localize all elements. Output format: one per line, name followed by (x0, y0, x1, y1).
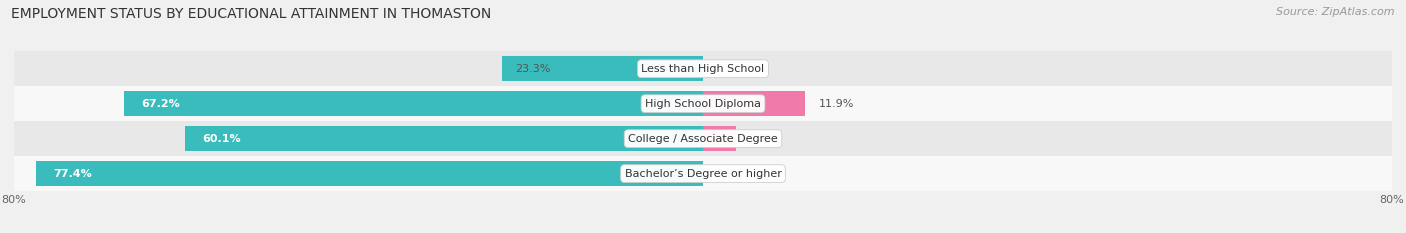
Text: Less than High School: Less than High School (641, 64, 765, 74)
Text: High School Diploma: High School Diploma (645, 99, 761, 109)
Bar (14, 86, 1392, 121)
Text: 67.2%: 67.2% (142, 99, 180, 109)
Bar (124, 91, 703, 116)
Bar (703, 91, 806, 116)
Text: EMPLOYMENT STATUS BY EDUCATIONAL ATTAINMENT IN THOMASTON: EMPLOYMENT STATUS BY EDUCATIONAL ATTAINM… (11, 7, 492, 21)
Text: College / Associate Degree: College / Associate Degree (628, 134, 778, 144)
Text: 0.0%: 0.0% (716, 64, 744, 74)
Bar (14, 51, 1392, 86)
Text: Source: ZipAtlas.com: Source: ZipAtlas.com (1277, 7, 1395, 17)
Text: 23.3%: 23.3% (515, 64, 551, 74)
Text: 11.9%: 11.9% (818, 99, 853, 109)
Bar (14, 121, 1392, 156)
Bar (703, 126, 735, 151)
Text: 3.8%: 3.8% (748, 134, 778, 144)
Bar (502, 56, 703, 81)
Text: 60.1%: 60.1% (202, 134, 242, 144)
Text: Bachelor’s Degree or higher: Bachelor’s Degree or higher (624, 169, 782, 178)
Bar (186, 126, 703, 151)
Text: 77.4%: 77.4% (53, 169, 93, 178)
Bar (14, 156, 1392, 191)
Bar (37, 161, 703, 186)
Text: 0.0%: 0.0% (716, 169, 744, 178)
